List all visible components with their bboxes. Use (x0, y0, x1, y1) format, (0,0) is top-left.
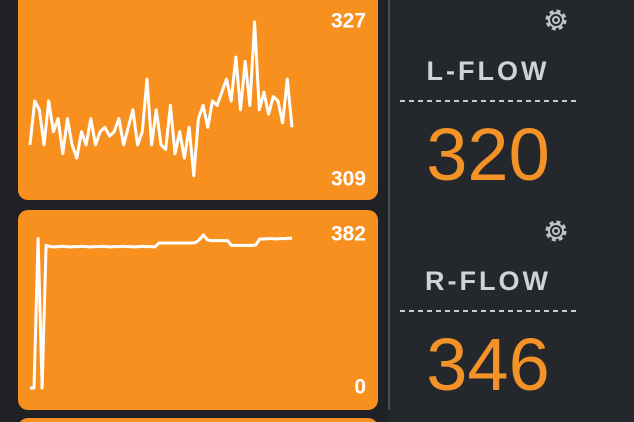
channel-value: 346 (426, 323, 549, 406)
chart-card (18, 210, 378, 410)
y-tick-label: 0 (354, 376, 366, 399)
channel-value: 320 (426, 113, 549, 196)
channel-label: R-FLOW (425, 266, 551, 296)
y-tick-label: 327 (331, 10, 366, 33)
y-tick-label: 382 (331, 223, 366, 246)
chart-card (18, 0, 378, 200)
settings-icon[interactable] (545, 9, 567, 31)
sparkline (30, 233, 292, 390)
side-panel (389, 0, 634, 422)
chart-card (20, 418, 376, 422)
channel-label: L-FLOW (427, 56, 550, 86)
y-tick-label: 309 (331, 168, 366, 191)
settings-icon[interactable] (545, 220, 567, 242)
sparkline (28, 20, 294, 178)
